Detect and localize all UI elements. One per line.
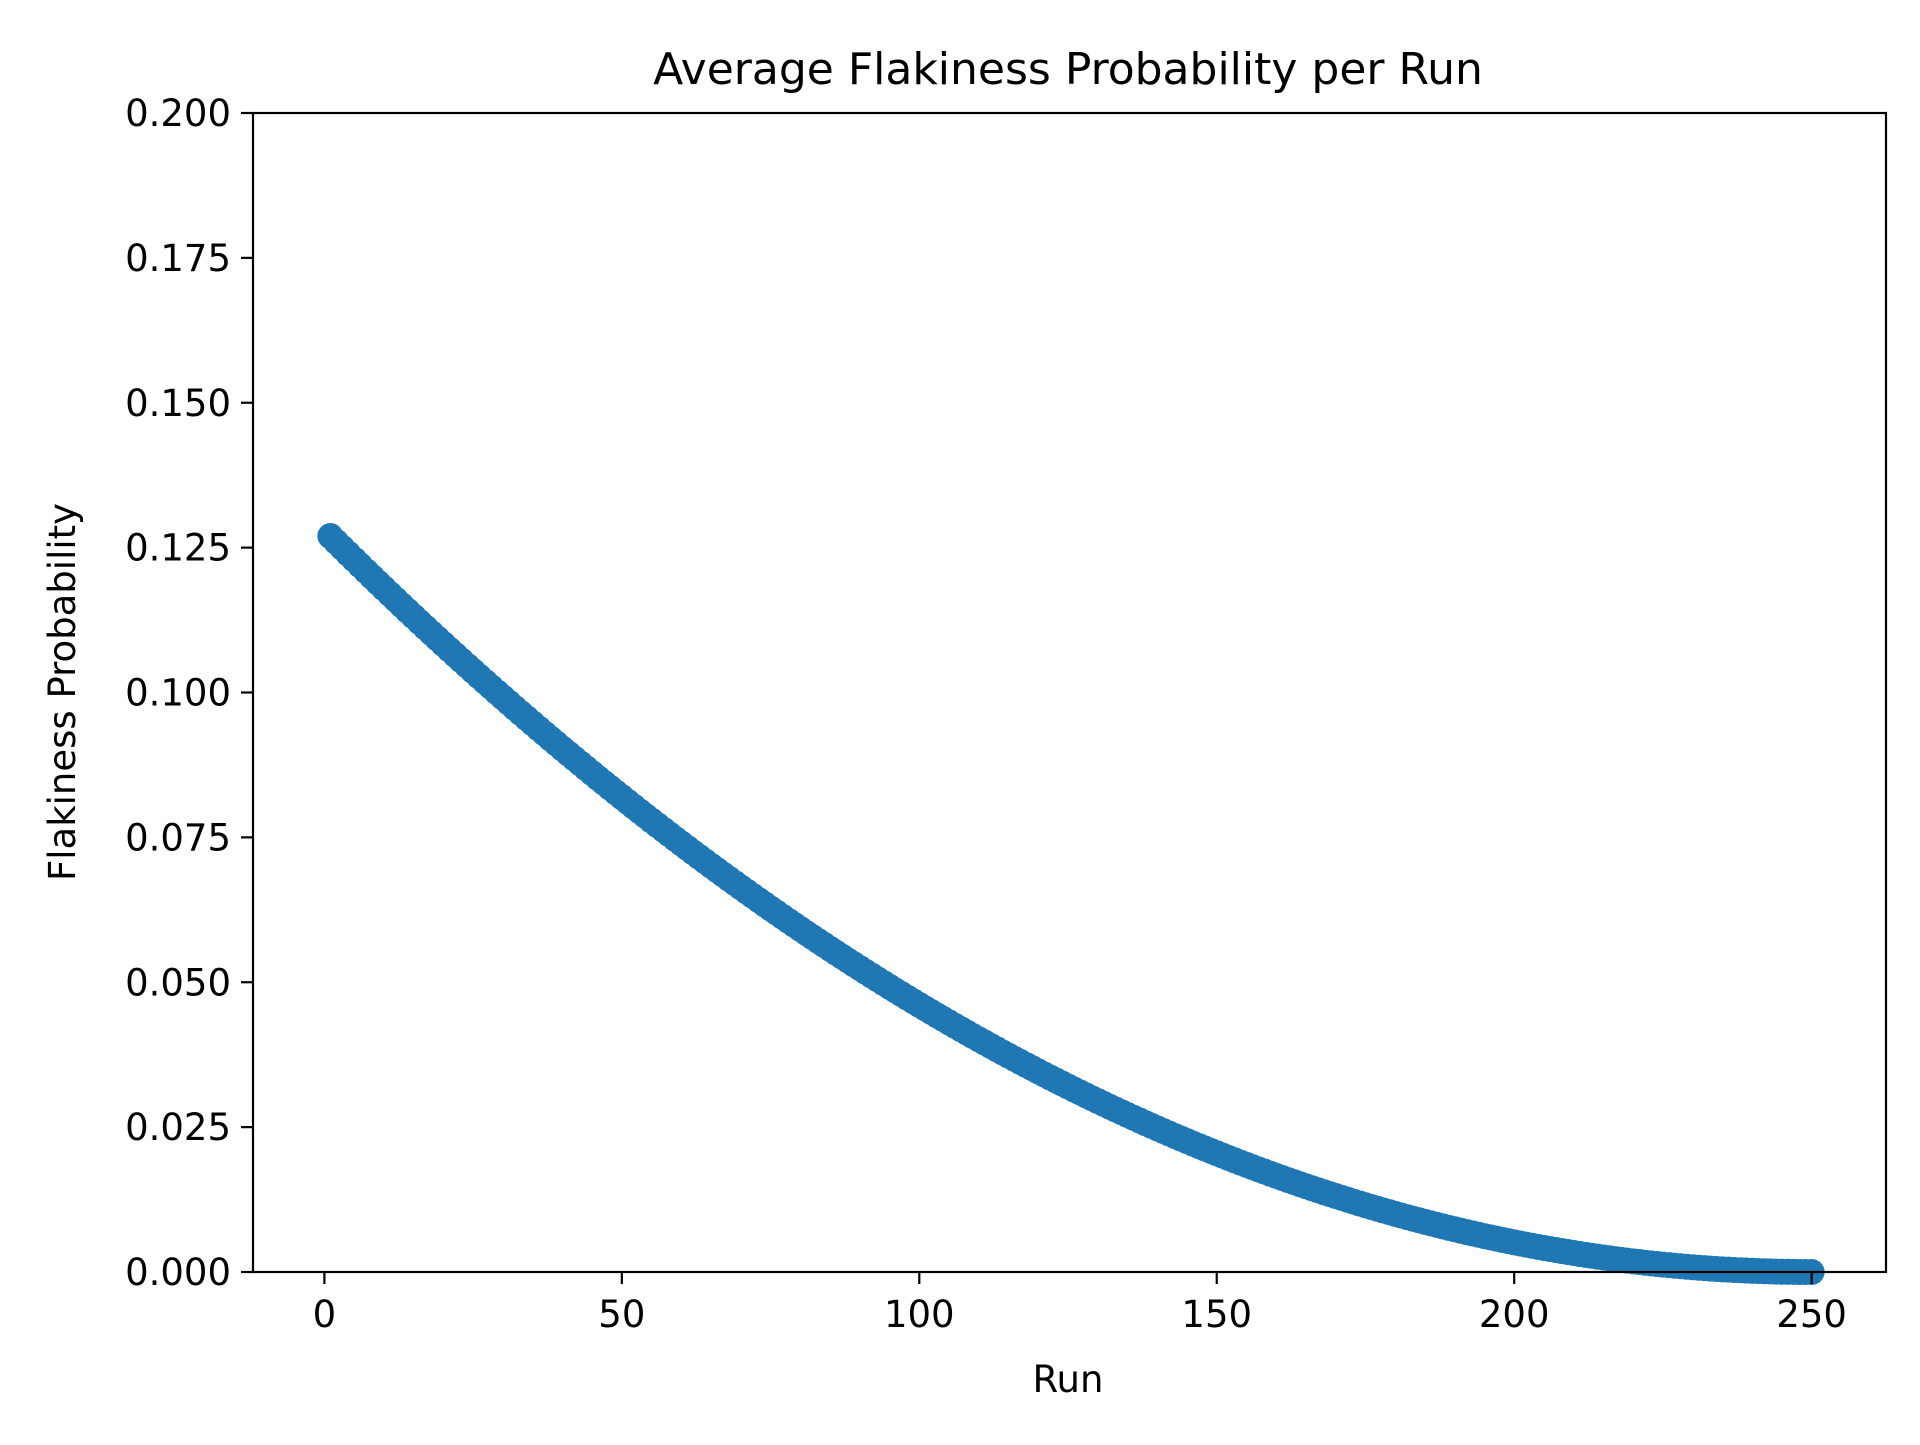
y-axis-title: Flakiness Probability xyxy=(41,503,84,881)
x-tick-label: 0 xyxy=(313,1293,337,1336)
y-tick-label: 0.050 xyxy=(125,961,231,1004)
x-axis-ticks: 0 50 100 150 200 250 xyxy=(313,1272,1847,1336)
x-axis-title: Run xyxy=(1033,1358,1104,1401)
y-tick-label: 0.200 xyxy=(125,92,231,135)
y-tick-label: 0.075 xyxy=(125,816,231,859)
y-axis-ticks: 0.000 0.025 0.050 0.075 0.100 0.125 0.150 0.175… xyxy=(125,92,253,1294)
chart-title: Average Flakiness Probability per Run xyxy=(653,44,1483,95)
y-tick-label: 0.000 xyxy=(125,1251,231,1294)
x-tick-label: 200 xyxy=(1479,1293,1550,1336)
x-tick-label: 150 xyxy=(1181,1293,1252,1336)
x-tick-label: 50 xyxy=(598,1293,645,1336)
data-points xyxy=(317,523,1825,1285)
y-tick-label: 0.150 xyxy=(125,382,231,425)
x-tick-label: 100 xyxy=(884,1293,955,1336)
x-tick-label: 250 xyxy=(1776,1293,1847,1336)
y-tick-label: 0.025 xyxy=(125,1106,231,1149)
y-tick-label: 0.175 xyxy=(125,237,231,280)
y-tick-label: 0.100 xyxy=(125,672,231,715)
y-tick-label: 0.125 xyxy=(125,527,231,570)
